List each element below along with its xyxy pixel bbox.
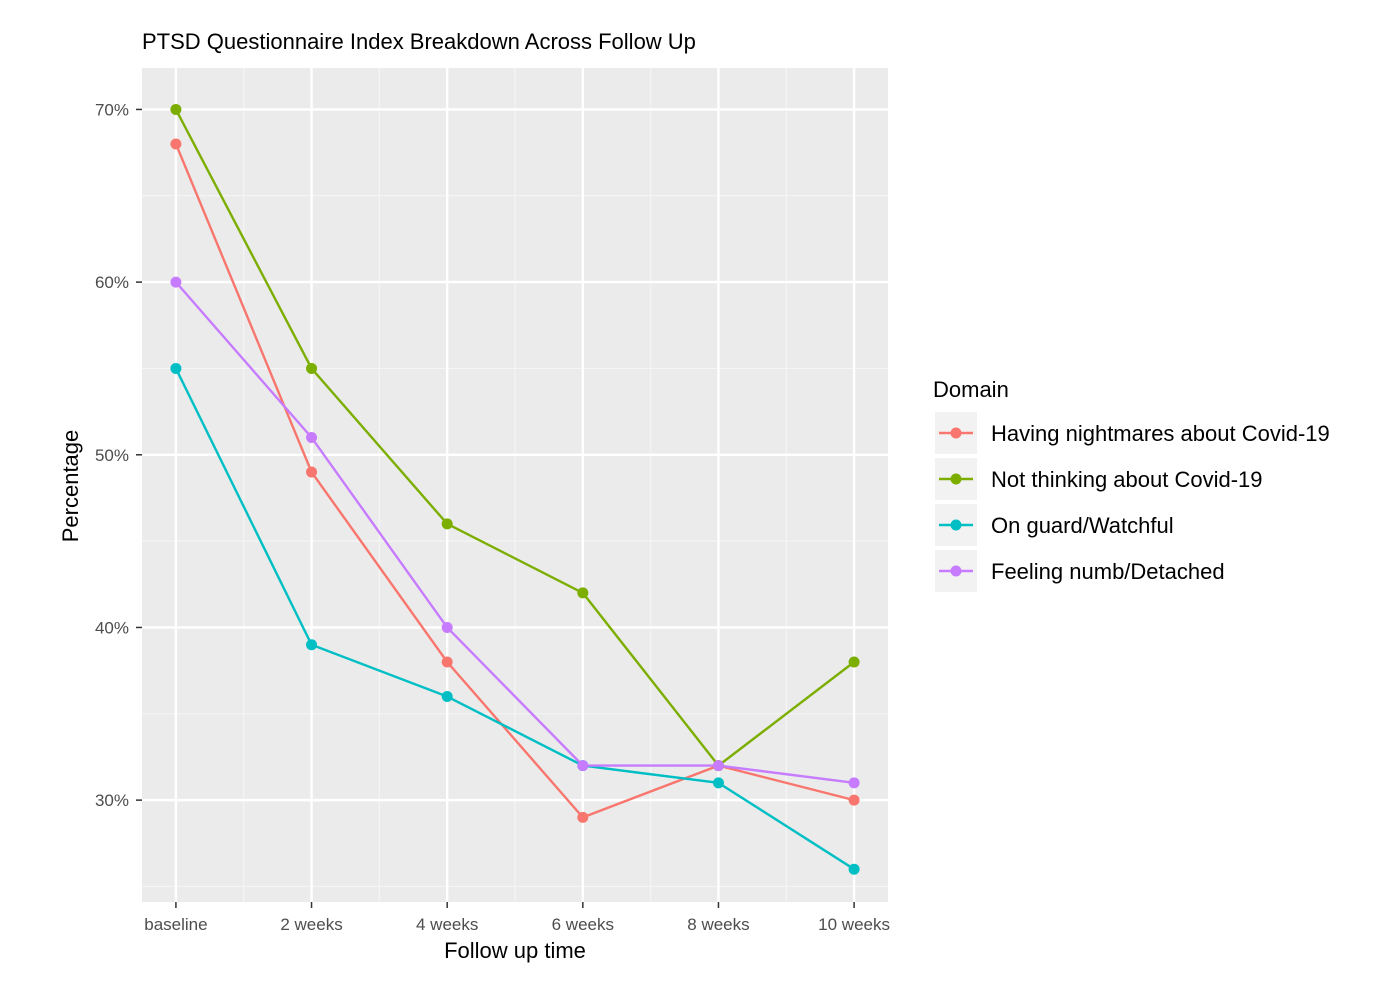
data-point [441,691,453,703]
y-axis: 30% 40% 50% 60% 70% [95,100,142,810]
data-point [712,777,724,789]
legend-label: Having nightmares about Covid-19 [991,421,1330,446]
x-tick-label: 6 weeks [552,915,614,934]
legend-key-point [950,427,962,439]
data-point [170,103,182,115]
y-tick-label: 50% [95,446,129,465]
data-point [577,587,589,599]
series-lines [174,108,855,871]
data-point [848,794,860,806]
y-tick-label: 60% [95,273,129,292]
data-point [306,362,318,374]
data-point [848,777,860,789]
minor-gridlines [142,68,888,902]
data-point [577,760,589,772]
data-point [712,760,724,772]
legend-item: On guard/Watchful [935,504,1174,546]
data-point [170,362,182,374]
legend-item: Having nightmares about Covid-19 [935,412,1330,454]
series-line-3 [175,281,855,785]
legend-key-point [950,473,962,485]
y-axis-title: Percentage [58,430,83,543]
x-axis: baseline 2 weeks 4 weeks 6 weeks 8 weeks 10 w… [144,902,890,934]
legend-label: Feeling numb/Detached [991,559,1225,584]
legend: Domain Having nightmares about Covid-19 N… [933,377,1330,592]
data-point [441,621,453,633]
legend-key-point [950,519,962,531]
data-point [441,656,453,668]
legend-key-point [950,565,962,577]
data-point [577,811,589,823]
legend-item: Not thinking about Covid-19 [935,458,1263,500]
legend-item: Feeling numb/Detached [935,550,1225,592]
data-point [441,518,453,530]
legend-title: Domain [933,377,1009,402]
x-tick-label: 2 weeks [280,915,342,934]
data-point [170,276,182,288]
data-point [170,138,182,150]
x-tick-label: 10 weeks [818,915,890,934]
x-tick-label: 4 weeks [416,915,478,934]
data-point [306,639,318,651]
data-point [306,432,318,444]
data-point [848,863,860,875]
series-line-1 [174,108,855,767]
x-tick-label: 8 weeks [687,915,749,934]
data-point [306,466,318,478]
x-tick-label: baseline [144,915,207,934]
y-tick-label: 30% [95,791,129,810]
series-points [170,103,860,875]
y-tick-label: 40% [95,618,129,637]
chart-title: PTSD Questionnaire Index Breakdown Acros… [142,29,696,54]
series-line-2 [174,367,855,871]
legend-label: On guard/Watchful [991,513,1174,538]
data-point [848,656,860,668]
x-axis-title: Follow up time [444,938,586,963]
series-line-0 [174,143,855,819]
legend-label: Not thinking about Covid-19 [991,467,1263,492]
y-tick-label: 70% [95,100,129,119]
